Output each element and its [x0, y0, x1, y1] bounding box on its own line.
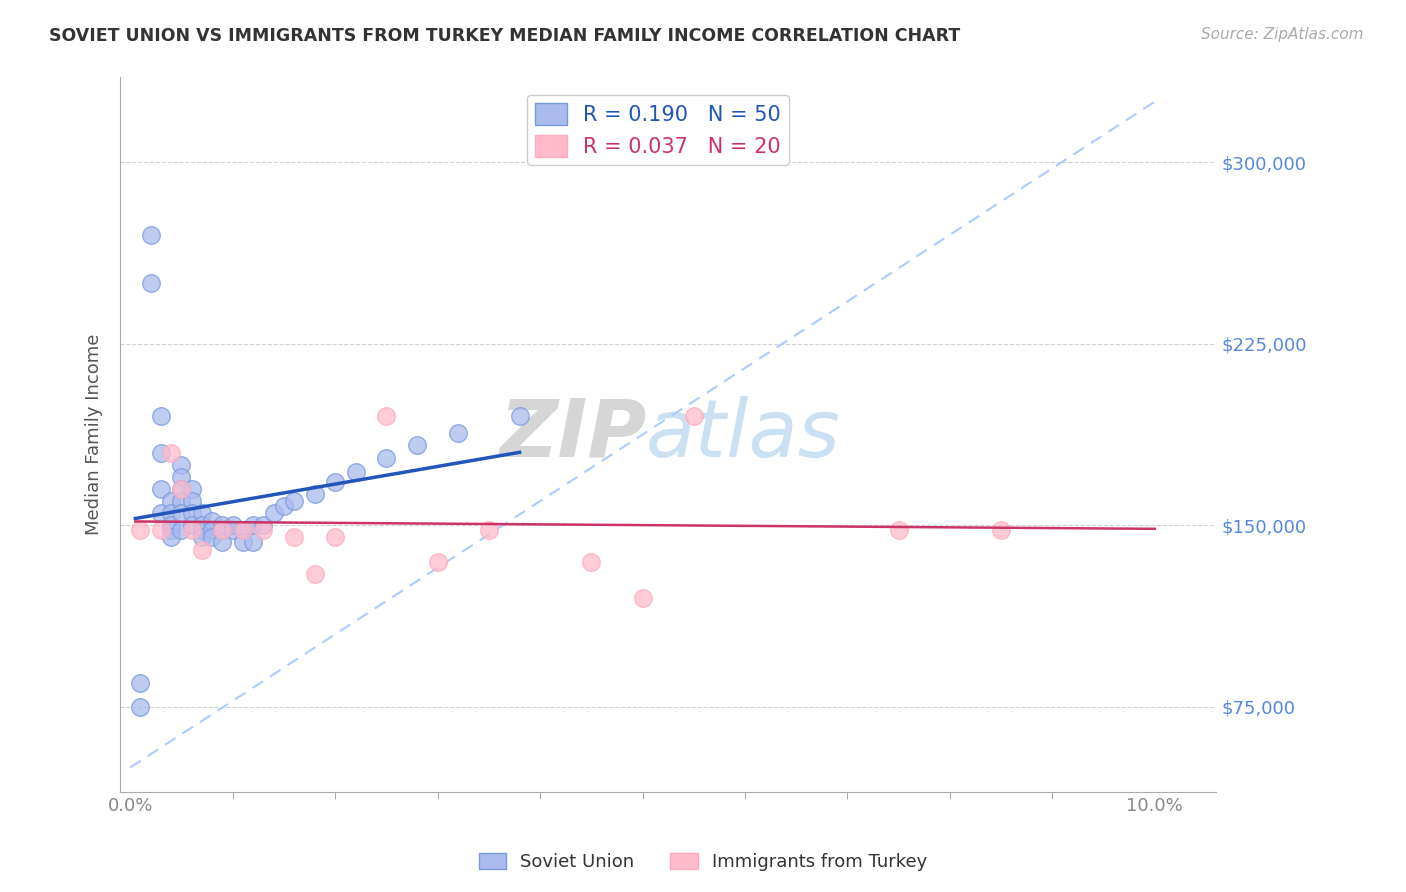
Point [170, 523, 193, 537]
Point [232, 523, 254, 537]
Point [139, 227, 162, 242]
Point [191, 542, 214, 557]
Point [263, 506, 285, 520]
Point [232, 535, 254, 549]
Point [211, 523, 233, 537]
Point [160, 518, 183, 533]
Point [887, 523, 910, 537]
Point [191, 506, 214, 520]
Point [682, 409, 704, 424]
Point [170, 506, 193, 520]
Point [581, 555, 603, 569]
Point [344, 465, 367, 479]
Point [149, 506, 172, 520]
Point [375, 409, 398, 424]
Text: atlas: atlas [647, 395, 841, 474]
Point [191, 518, 214, 533]
Point [242, 518, 264, 533]
Point [375, 450, 398, 465]
Point [201, 531, 224, 545]
Text: SOVIET UNION VS IMMIGRANTS FROM TURKEY MEDIAN FAMILY INCOME CORRELATION CHART: SOVIET UNION VS IMMIGRANTS FROM TURKEY M… [49, 27, 960, 45]
Point [406, 438, 429, 452]
Point [170, 458, 193, 472]
Point [149, 523, 172, 537]
Point [304, 487, 326, 501]
Point [180, 518, 202, 533]
Point [201, 523, 224, 537]
Point [180, 482, 202, 496]
Point [323, 475, 346, 489]
Point [426, 555, 449, 569]
Point [509, 409, 531, 424]
Point [273, 499, 295, 513]
Point [221, 518, 243, 533]
Y-axis label: Median Family Income: Median Family Income [86, 334, 103, 535]
Point [252, 523, 274, 537]
Point [631, 591, 654, 605]
Point [160, 446, 183, 460]
Legend: R = 0.190   N = 50, R = 0.037   N = 20: R = 0.190 N = 50, R = 0.037 N = 20 [527, 95, 789, 166]
Point [180, 494, 202, 508]
Point [149, 446, 172, 460]
Point [160, 494, 183, 508]
Point [211, 523, 233, 537]
Point [191, 523, 214, 537]
Point [990, 523, 1012, 537]
Point [478, 523, 501, 537]
Point [180, 506, 202, 520]
Point [149, 482, 172, 496]
Point [170, 482, 193, 496]
Point [170, 482, 193, 496]
Point [170, 494, 193, 508]
Point [129, 700, 152, 714]
Point [139, 277, 162, 291]
Point [160, 523, 183, 537]
Point [323, 531, 346, 545]
Point [149, 409, 172, 424]
Point [232, 523, 254, 537]
Point [191, 531, 214, 545]
Point [170, 470, 193, 484]
Point [211, 518, 233, 533]
Text: ZIP: ZIP [499, 395, 647, 474]
Point [129, 675, 152, 690]
Point [129, 523, 152, 537]
Text: Source: ZipAtlas.com: Source: ZipAtlas.com [1201, 27, 1364, 42]
Point [242, 535, 264, 549]
Point [160, 531, 183, 545]
Point [252, 518, 274, 533]
Point [447, 426, 470, 441]
Point [304, 566, 326, 581]
Point [180, 523, 202, 537]
Legend: Soviet Union, Immigrants from Turkey: Soviet Union, Immigrants from Turkey [471, 846, 935, 879]
Point [283, 494, 305, 508]
Point [283, 531, 305, 545]
Point [221, 523, 243, 537]
Point [211, 535, 233, 549]
Point [160, 506, 183, 520]
Point [201, 514, 224, 528]
